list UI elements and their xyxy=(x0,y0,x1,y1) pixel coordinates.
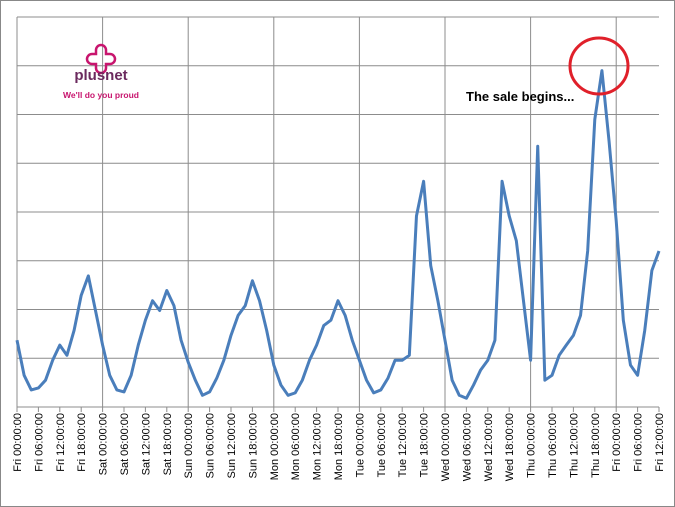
x-tick-label: Thu 06:00:00 xyxy=(547,413,559,478)
x-tick-label: Fri 06:00:00 xyxy=(33,413,45,472)
x-tick-label: Fri 12:00:00 xyxy=(55,413,67,472)
grid: Fri 00:00:00 Fri 06:00:00 Fri 12:00:00 Fri … xyxy=(12,16,666,481)
x-tick-label: Sun 12:00:00 xyxy=(226,413,238,478)
data-line xyxy=(15,69,661,400)
x-tick-label: Mon 00:00:00 xyxy=(269,413,281,480)
x-tick-label: Tue 06:00:00 xyxy=(376,413,388,477)
x-tick-label: Mon 06:00:00 xyxy=(290,413,302,480)
x-tick-label: Sun 00:00:00 xyxy=(183,413,195,478)
x-tick-label: Tue 00:00:00 xyxy=(354,413,366,477)
x-tick-label: Fri 00:00:00 xyxy=(12,413,24,472)
x-tick-label: Sat 06:00:00 xyxy=(119,413,131,475)
x-tick-label: Thu 12:00:00 xyxy=(568,413,580,478)
x-tick-label: Mon 12:00:00 xyxy=(312,413,324,480)
x-tick-label: Mon 18:00:00 xyxy=(333,413,345,480)
logo-name: plusnet xyxy=(74,67,127,84)
x-tick-label: Sat 18:00:00 xyxy=(162,413,174,475)
x-tick-label: Fri 18:00:00 xyxy=(76,413,88,472)
x-tick-label: Fri 00:00:00 xyxy=(611,413,623,472)
plot xyxy=(15,69,661,400)
x-tick-label: Wed 18:00:00 xyxy=(504,413,516,481)
x-tick-label: Wed 12:00:00 xyxy=(483,413,495,481)
x-tick-label: Thu 18:00:00 xyxy=(590,413,602,478)
logo-mark xyxy=(85,43,117,75)
x-tick-label: Fri 12:00:00 xyxy=(654,413,666,472)
x-tick-label: Fri 06:00:00 xyxy=(633,413,645,472)
x-tick-label: Wed 00:00:00 xyxy=(440,413,452,481)
x-tick-label: Thu 00:00:00 xyxy=(526,413,538,478)
x-tick-label: Sun 18:00:00 xyxy=(247,413,259,478)
x-tick-label: Tue 12:00:00 xyxy=(397,413,409,477)
x-tick-label: Wed 06:00:00 xyxy=(461,413,473,481)
logo-tagline: We'll do you proud xyxy=(63,90,139,100)
x-tick-label: Sat 00:00:00 xyxy=(98,413,110,475)
x-tick-label: Tue 18:00:00 xyxy=(419,413,431,477)
x-tick-label: Sat 12:00:00 xyxy=(140,413,152,475)
x-tick-label: Sun 06:00:00 xyxy=(205,413,217,478)
highlight-circle xyxy=(568,36,630,96)
logo: plusnet We'll do you proud xyxy=(63,43,139,100)
annotation: The sale begins... xyxy=(466,89,574,104)
